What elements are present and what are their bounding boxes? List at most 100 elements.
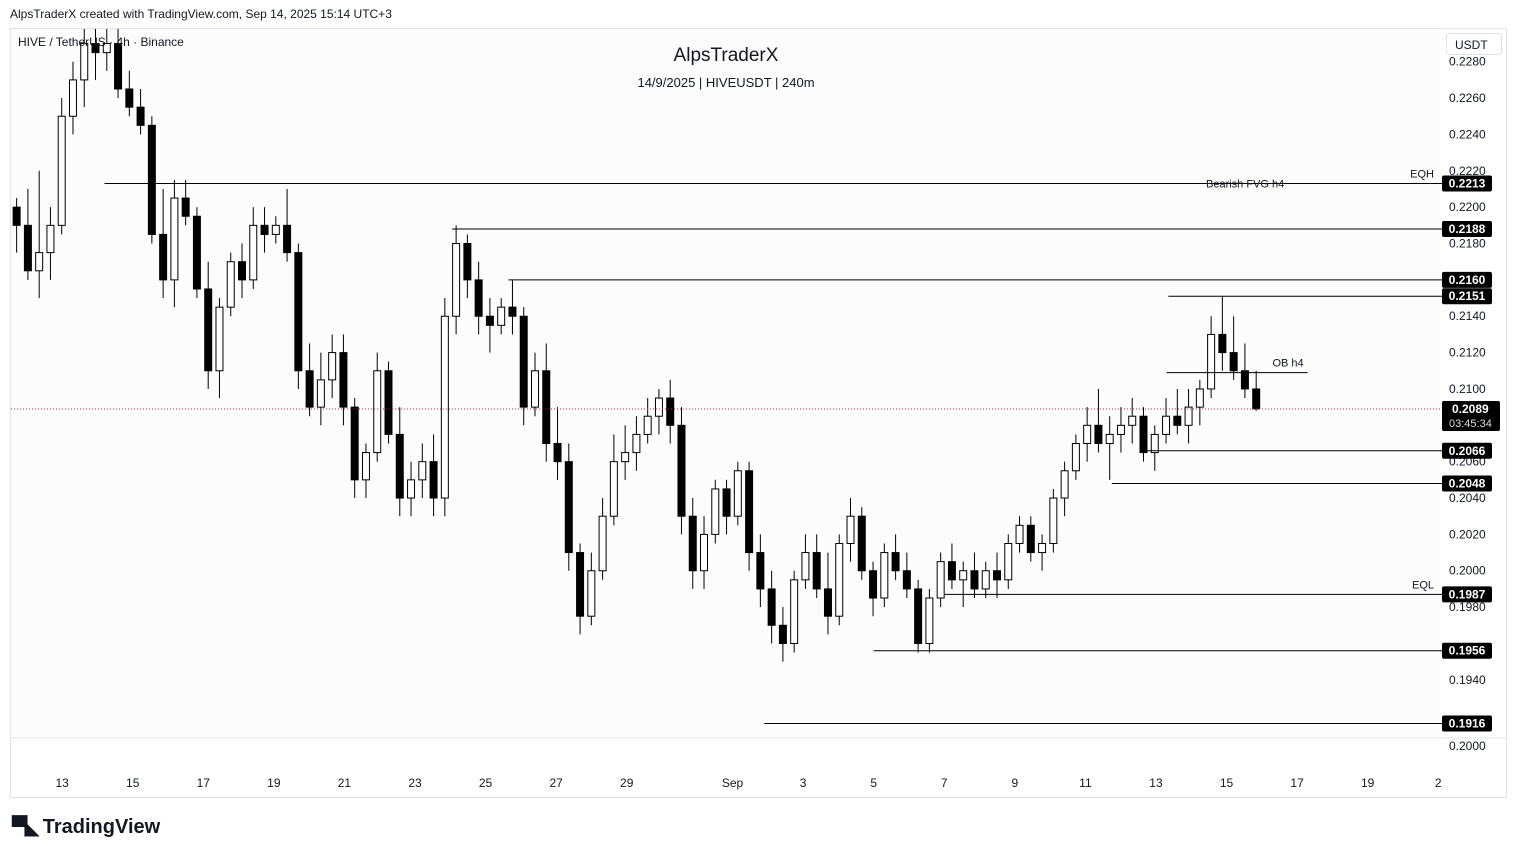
- candle-body: [891, 552, 900, 572]
- candle-body: [440, 315, 449, 499]
- price-tag-text: 0.1916: [1449, 716, 1486, 730]
- candle-body: [316, 379, 325, 408]
- candle-body: [102, 43, 111, 54]
- x-tick-label: 23: [408, 776, 422, 790]
- current-price-tag: [1442, 400, 1500, 431]
- x-tick-label: 19: [1361, 776, 1375, 790]
- candle-body: [147, 124, 156, 235]
- x-tick-label: 13: [1149, 776, 1163, 790]
- candle-body: [993, 570, 1001, 581]
- candle-body: [249, 224, 258, 281]
- candle-body: [463, 243, 472, 281]
- candle-body: [857, 515, 866, 572]
- y-tick-label: 0.2200: [1449, 200, 1486, 214]
- y-tick-label: 0.1980: [1449, 600, 1486, 614]
- fvg-label: Bearish FVG h4: [1206, 179, 1284, 191]
- candle-body: [474, 279, 483, 317]
- candle-body: [880, 552, 889, 599]
- y-tick-label: 0.2000: [1449, 564, 1486, 578]
- candle-body: [711, 488, 720, 535]
- countdown-text: 03:45:34: [1449, 418, 1492, 430]
- candle-body: [1083, 424, 1092, 444]
- candle-body: [835, 542, 844, 617]
- y-tick-label: 0.2040: [1449, 491, 1486, 505]
- candle-body: [159, 233, 168, 281]
- tradingview-logo-text: TradingView: [42, 815, 161, 838]
- price-tag: [1442, 288, 1492, 305]
- price-tag: [1442, 475, 1492, 492]
- price-tag-text: 0.2188: [1449, 222, 1486, 236]
- candle-body: [429, 461, 438, 499]
- candle-body: [497, 306, 506, 326]
- candle-body: [688, 515, 697, 572]
- y-tick-label: 0.2180: [1449, 237, 1486, 251]
- candle-body: [914, 588, 923, 644]
- candle-body: [12, 206, 21, 226]
- candle-body: [1116, 424, 1125, 435]
- candle-body: [452, 243, 461, 317]
- candle-body: [733, 470, 742, 517]
- candle-body: [35, 252, 44, 272]
- candle-body: [790, 579, 799, 644]
- candle-body: [114, 43, 123, 90]
- level-label: EQH: [1410, 169, 1434, 181]
- x-tick-label: 19: [267, 776, 281, 790]
- candle-body: [1184, 406, 1193, 426]
- candle-body: [1229, 352, 1238, 372]
- candle-body: [57, 115, 66, 226]
- candle-body: [621, 452, 630, 463]
- candle-body: [1026, 524, 1035, 554]
- price-tag-text: 0.2213: [1449, 177, 1486, 191]
- candle-body: [812, 552, 821, 590]
- candle-body: [1128, 415, 1137, 426]
- candle-body: [767, 588, 776, 626]
- price-tag: [1442, 586, 1492, 603]
- y-tick-label: 0.2220: [1449, 164, 1486, 178]
- candle-body: [1195, 388, 1204, 408]
- candle-body: [778, 624, 787, 644]
- candle-body: [418, 461, 427, 481]
- price-tag-text: 0.2160: [1449, 273, 1486, 287]
- candle-body: [970, 570, 979, 590]
- candle-body: [587, 570, 596, 617]
- candle-body: [1207, 333, 1216, 390]
- candle-body: [1252, 388, 1261, 410]
- y-tick-label: 0.2260: [1449, 91, 1486, 105]
- candle-body: [1049, 497, 1058, 544]
- x-tick-label: 17: [1290, 776, 1304, 790]
- candle-body: [576, 552, 585, 617]
- candle-body: [339, 352, 348, 408]
- x-tick-label: 9: [1011, 776, 1018, 790]
- candle-body: [192, 215, 201, 290]
- plot-area: [11, 29, 1440, 738]
- candle-body: [395, 433, 404, 499]
- candle-body: [1105, 433, 1114, 444]
- candle-body: [204, 288, 213, 372]
- price-tag-text: 0.2048: [1449, 476, 1486, 490]
- candle-body: [553, 442, 562, 463]
- candle-body: [238, 261, 246, 281]
- candle-body: [508, 306, 517, 317]
- candle-body: [1162, 415, 1171, 435]
- x-tick-label: 15: [1220, 776, 1234, 790]
- x-tick-label: 17: [197, 776, 211, 790]
- candle-body: [68, 79, 77, 117]
- candle-body: [666, 397, 675, 426]
- chart-created-caption: AlpsTraderX created with TradingView.com…: [10, 7, 392, 21]
- y-tick-label: 0.2280: [1449, 55, 1486, 69]
- candle-body: [1150, 433, 1159, 454]
- candle-body: [407, 479, 416, 499]
- candle-body: [947, 561, 956, 581]
- candle-body: [564, 461, 573, 554]
- candle-body: [936, 561, 945, 599]
- price-tag-text: 0.1956: [1449, 644, 1486, 658]
- symbol-legend[interactable]: HIVE / TetherUS · 4h · Binance: [18, 35, 184, 49]
- y-tick-label: 0.2100: [1449, 382, 1486, 396]
- x-tick-label: 21: [338, 776, 352, 790]
- price-tag: [1442, 220, 1492, 237]
- tradingview-logo[interactable]: ▀◣ TradingView: [12, 815, 160, 839]
- candle-body: [1218, 333, 1227, 354]
- candle-body: [1060, 470, 1069, 499]
- currency-button[interactable]: USDT: [1446, 33, 1502, 55]
